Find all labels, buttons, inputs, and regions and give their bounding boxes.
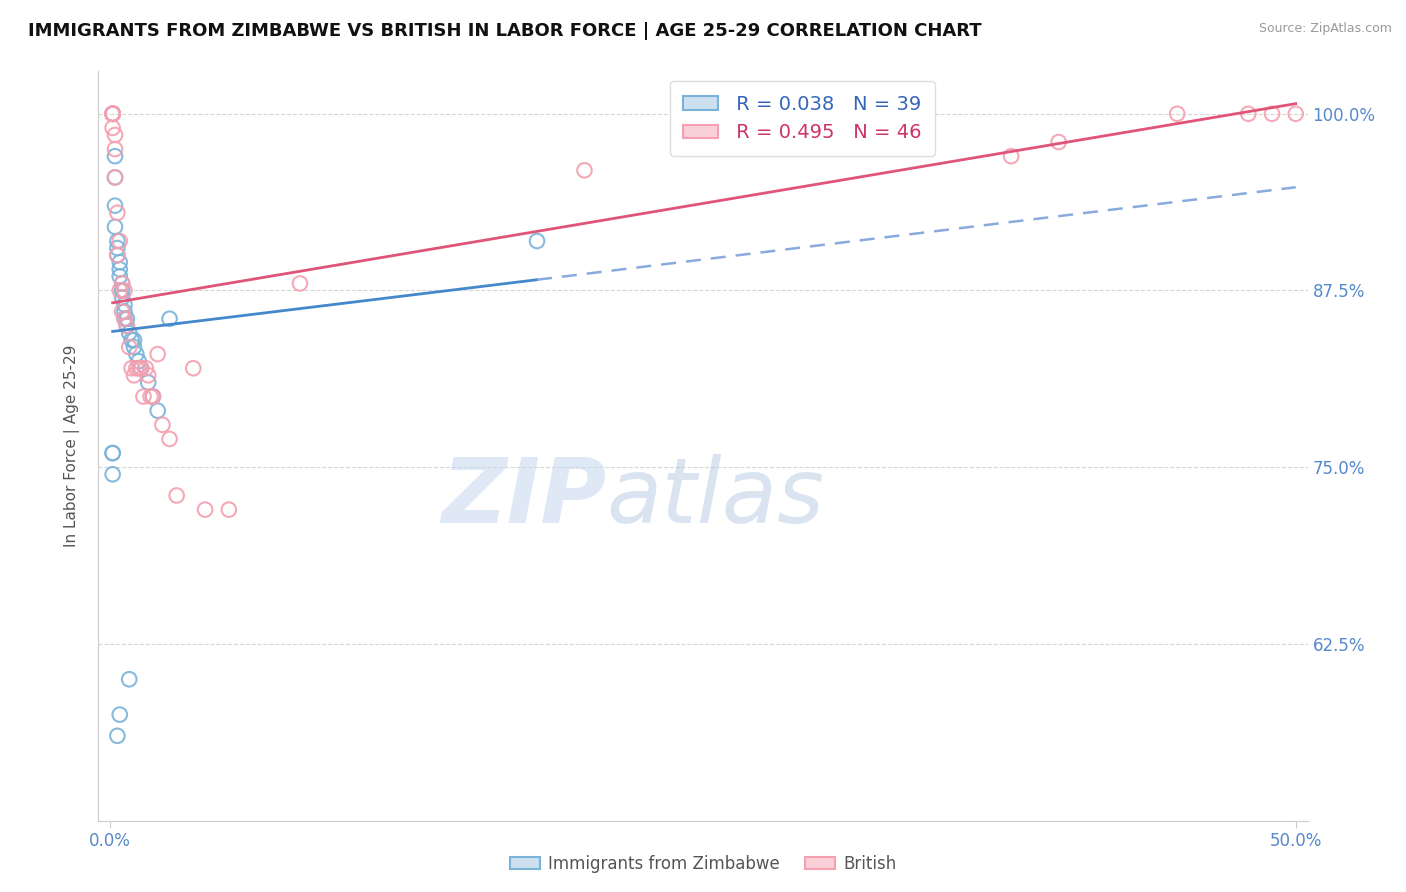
Point xyxy=(128,361,150,376)
Point xyxy=(104,142,127,156)
Point xyxy=(104,149,127,163)
Point xyxy=(1237,107,1260,121)
Point xyxy=(136,368,159,383)
Point xyxy=(101,120,124,135)
Point xyxy=(129,361,152,376)
Point xyxy=(108,255,131,269)
Point xyxy=(121,333,143,347)
Point xyxy=(125,347,148,361)
Y-axis label: In Labor Force | Age 25-29: In Labor Force | Age 25-29 xyxy=(63,345,80,547)
Point xyxy=(128,354,150,368)
Text: Source: ZipAtlas.com: Source: ZipAtlas.com xyxy=(1258,22,1392,36)
Point xyxy=(101,107,124,121)
Point xyxy=(146,403,169,417)
Point xyxy=(574,163,596,178)
Point xyxy=(101,107,124,121)
Point xyxy=(111,291,134,305)
Point xyxy=(108,284,131,298)
Point xyxy=(858,107,880,121)
Point xyxy=(121,361,143,376)
Point xyxy=(101,107,124,121)
Point xyxy=(105,234,128,248)
Point xyxy=(104,170,127,185)
Point xyxy=(101,446,124,460)
Point xyxy=(125,361,148,376)
Point xyxy=(111,284,134,298)
Text: IMMIGRANTS FROM ZIMBABWE VS BRITISH IN LABOR FORCE | AGE 25-29 CORRELATION CHART: IMMIGRANTS FROM ZIMBABWE VS BRITISH IN L… xyxy=(28,22,981,40)
Point xyxy=(118,340,141,354)
Point xyxy=(159,311,181,326)
Point xyxy=(118,326,141,340)
Point xyxy=(288,277,311,291)
Point xyxy=(114,311,136,326)
Point xyxy=(146,347,169,361)
Point xyxy=(104,199,127,213)
Point xyxy=(108,707,131,722)
Point xyxy=(166,488,188,502)
Point xyxy=(114,304,136,318)
Point xyxy=(152,417,174,432)
Point xyxy=(101,107,124,121)
Point xyxy=(105,729,128,743)
Point xyxy=(111,304,134,318)
Point xyxy=(104,128,127,142)
Point xyxy=(114,298,136,312)
Point xyxy=(111,277,134,291)
Point xyxy=(115,311,138,326)
Point xyxy=(194,502,217,516)
Point xyxy=(101,467,124,482)
Point xyxy=(181,361,204,376)
Point xyxy=(115,318,138,333)
Point xyxy=(105,248,128,262)
Point xyxy=(526,234,548,248)
Point xyxy=(159,432,181,446)
Point xyxy=(142,390,165,404)
Point xyxy=(101,107,124,121)
Point xyxy=(763,107,786,121)
Point xyxy=(108,262,131,277)
Point xyxy=(129,361,152,376)
Point xyxy=(122,333,145,347)
Point xyxy=(114,284,136,298)
Point xyxy=(104,219,127,234)
Point xyxy=(104,170,127,185)
Point xyxy=(122,368,145,383)
Point xyxy=(105,248,128,262)
Point xyxy=(114,311,136,326)
Point xyxy=(101,446,124,460)
Point xyxy=(118,673,141,687)
Point xyxy=(1261,107,1284,121)
Text: atlas: atlas xyxy=(606,454,824,542)
Point xyxy=(115,318,138,333)
Point xyxy=(101,107,124,121)
Point xyxy=(108,234,131,248)
Point xyxy=(1285,107,1308,121)
Text: ZIP: ZIP xyxy=(441,454,606,542)
Point xyxy=(1166,107,1188,121)
Point xyxy=(139,390,162,404)
Point xyxy=(136,376,159,390)
Point xyxy=(105,241,128,255)
Point xyxy=(108,269,131,284)
Point xyxy=(122,340,145,354)
Point xyxy=(101,107,124,121)
Point xyxy=(135,361,157,376)
Point xyxy=(111,277,134,291)
Point xyxy=(132,390,155,404)
Point xyxy=(101,107,124,121)
Point xyxy=(105,205,128,219)
Legend:  R = 0.038   N = 39,  R = 0.495   N = 46: R = 0.038 N = 39, R = 0.495 N = 46 xyxy=(669,81,935,156)
Point xyxy=(218,502,240,516)
Point xyxy=(1000,149,1022,163)
Point xyxy=(1047,135,1070,149)
Legend: Immigrants from Zimbabwe, British: Immigrants from Zimbabwe, British xyxy=(503,848,903,880)
Point xyxy=(142,390,165,404)
